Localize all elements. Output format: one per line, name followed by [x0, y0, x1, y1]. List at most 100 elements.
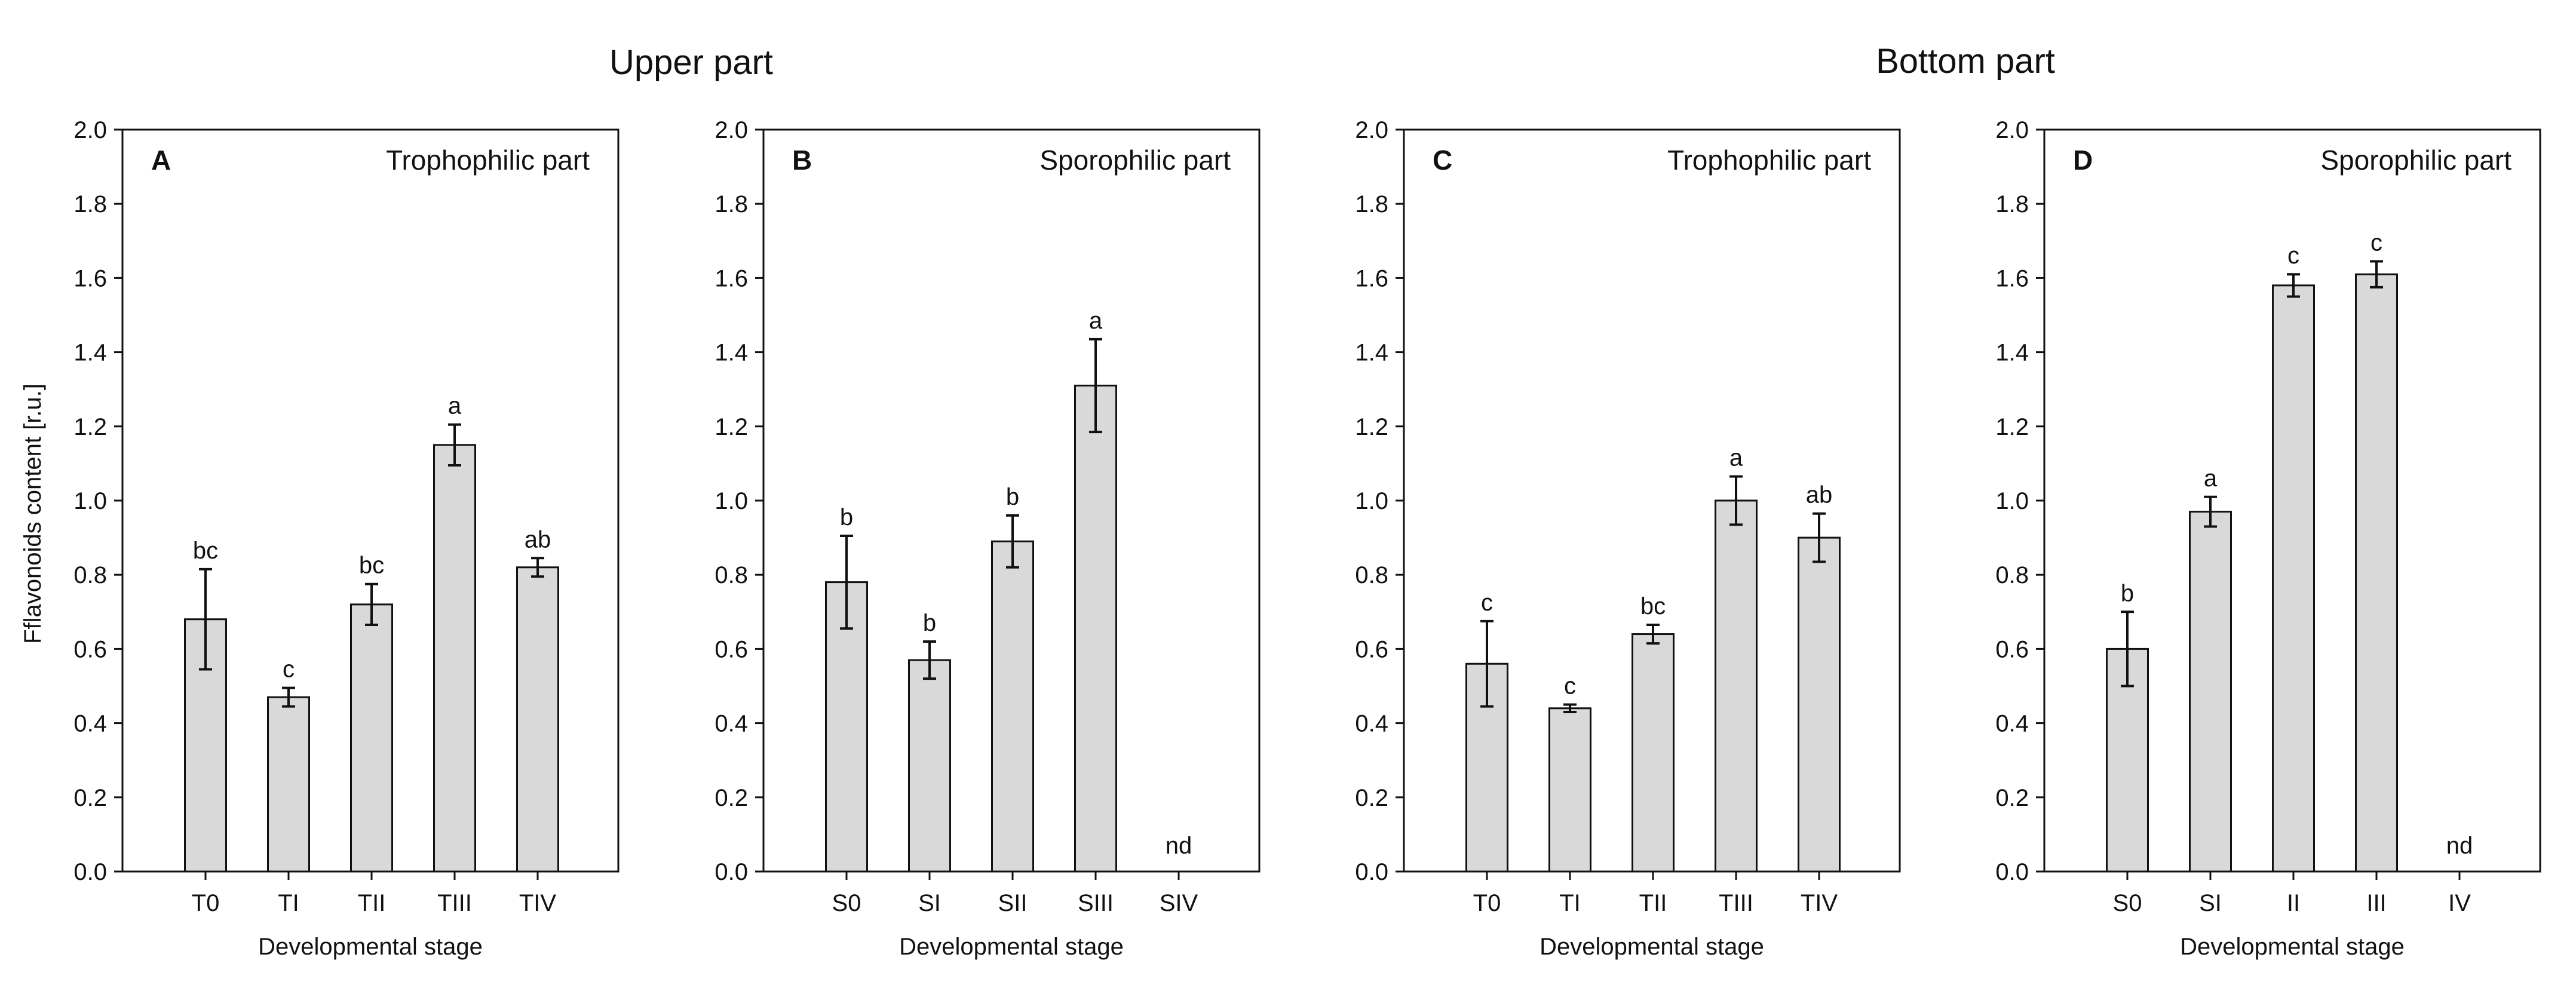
y-tick-label: 2.0 — [1355, 117, 1388, 143]
y-axis-label: Fflavonoids content [r.u.] — [20, 383, 46, 644]
y-tick-label: 1.0 — [73, 488, 107, 514]
y-tick-label: 0.8 — [1355, 562, 1388, 588]
significance-letter: b — [840, 504, 853, 530]
x-axis-label: Developmental stage — [2180, 934, 2405, 960]
x-tick-label: TI — [278, 890, 299, 916]
y-tick-label: 0.4 — [73, 711, 107, 737]
panel-title: Trophophilic part — [386, 145, 590, 176]
y-tick-label: 2.0 — [714, 117, 748, 143]
significance-letter: c — [1564, 673, 1576, 699]
significance-letter: bc — [359, 553, 384, 579]
y-tick-label: 1.2 — [73, 414, 107, 440]
x-tick-label: SI — [2199, 890, 2222, 916]
x-tick-label: TIII — [437, 890, 472, 916]
y-tick-label: 1.8 — [1355, 191, 1388, 217]
y-tick-label: 1.2 — [714, 414, 748, 440]
bar — [2189, 511, 2232, 873]
y-tick-label: 1.8 — [1995, 191, 2029, 217]
panel-title: Sporophilic part — [2320, 145, 2511, 176]
x-tick-label: SIV — [1160, 890, 1198, 916]
x-tick-label: IV — [2448, 890, 2471, 916]
significance-letter: c — [2370, 229, 2382, 256]
chart-panel-a: bc T0 c TI bc TII a TIII ab TIV 0.0 0.2 0.4 0.6 0.8 1.0… — [73, 117, 620, 960]
bar — [2272, 284, 2315, 873]
x-axis-label: Developmental stage — [1540, 934, 1764, 960]
x-tick-label: S0 — [832, 890, 861, 916]
x-axis-label: Developmental stage — [899, 934, 1124, 960]
y-tick-label: 0.2 — [1995, 785, 2029, 811]
y-tick-label: 0.6 — [73, 636, 107, 662]
bar — [1548, 707, 1591, 873]
panel-title: Trophophilic part — [1667, 145, 1871, 176]
panels: bcT0cTIbcTIIaTIIIabTIV0.00.20.40.60.81.0… — [73, 117, 2541, 960]
x-tick-label: S0 — [2113, 890, 2142, 916]
x-tick-label: SIII — [1078, 890, 1114, 916]
y-tick-label: 0.8 — [1995, 562, 2029, 588]
y-tick-label: 0.0 — [1355, 859, 1388, 885]
group-title-upper: Upper part — [609, 43, 773, 82]
x-tick-label: T0 — [192, 890, 220, 916]
chart-panel-c: c T0 c TI bc TII a TIII ab TIV 0.0 0.2 0.4 0.6 0.8 1.0 1… — [1355, 117, 1901, 960]
y-tick-label: 1.6 — [73, 265, 107, 292]
x-tick-label: TIV — [1801, 890, 1838, 916]
significance-letter: a — [448, 393, 462, 419]
significance-letter: b — [2121, 580, 2134, 606]
bar — [1632, 633, 1675, 873]
x-tick-label: III — [2366, 890, 2386, 916]
not-detected-label: nd — [2446, 833, 2473, 859]
y-tick-label: 1.0 — [1995, 488, 2029, 514]
plot-frame — [1403, 128, 1901, 873]
significance-letter: ab — [1806, 482, 1833, 508]
y-tick-label: 0.6 — [1995, 636, 2029, 662]
significance-letter: bc — [193, 538, 218, 564]
x-tick-label: TIII — [1719, 890, 1753, 916]
y-tick-label: 1.8 — [73, 191, 107, 217]
significance-letter: a — [2204, 465, 2218, 492]
y-tick-label: 1.6 — [1355, 265, 1388, 292]
y-tick-label: 0.4 — [1995, 711, 2029, 737]
y-tick-label: 1.8 — [714, 191, 748, 217]
y-tick-label: 0.4 — [714, 711, 748, 737]
significance-letter: a — [1089, 308, 1103, 334]
y-tick-label: 1.2 — [1995, 414, 2029, 440]
panel-letter: D — [2073, 145, 2093, 176]
bar — [516, 566, 559, 873]
significance-letter: ab — [525, 526, 551, 553]
panel-letter: C — [1433, 145, 1452, 176]
bar — [1715, 499, 1758, 873]
x-tick-label: II — [2287, 890, 2300, 916]
x-tick-label: TI — [1559, 890, 1581, 916]
y-tick-label: 0.8 — [714, 562, 748, 588]
x-tick-label: SII — [998, 890, 1028, 916]
y-tick-label: 1.0 — [1355, 488, 1388, 514]
x-axis-label: Developmental stage — [258, 934, 483, 960]
chart-panel-d: b S0 a SI c II c III nd IV 0.0 0.2 0.4 0.6 0.8 1.0 1.2 1.… — [1995, 117, 2541, 960]
y-tick-label: 1.6 — [714, 265, 748, 292]
x-tick-label: TII — [1639, 890, 1667, 916]
x-tick-label: SI — [918, 890, 941, 916]
bar — [433, 444, 476, 873]
y-tick-label: 0.2 — [1355, 785, 1388, 811]
y-tick-label: 0.0 — [714, 859, 748, 885]
significance-letter: c — [283, 656, 295, 683]
panel-title: Sporophilic part — [1039, 145, 1231, 176]
significance-letter: c — [2287, 243, 2299, 269]
not-detected-label: nd — [1166, 833, 1192, 859]
y-tick-label: 0.0 — [73, 859, 107, 885]
y-tick-label: 0.0 — [1995, 859, 2029, 885]
plot-frame — [121, 128, 620, 873]
bar — [1074, 384, 1117, 873]
bar — [2355, 273, 2398, 873]
x-tick-label: T0 — [1473, 890, 1501, 916]
group-title-bottom: Bottom part — [1876, 42, 2055, 81]
bar — [267, 696, 310, 873]
significance-letter: a — [1729, 445, 1743, 471]
y-tick-label: 1.4 — [1995, 340, 2029, 366]
significance-letter: b — [1006, 484, 1019, 510]
y-tick-label: 0.6 — [714, 636, 748, 662]
significance-letter: c — [1481, 590, 1493, 616]
y-tick-label: 0.4 — [1355, 711, 1388, 737]
y-tick-label: 2.0 — [1995, 117, 2029, 143]
y-tick-label: 1.4 — [73, 340, 107, 366]
